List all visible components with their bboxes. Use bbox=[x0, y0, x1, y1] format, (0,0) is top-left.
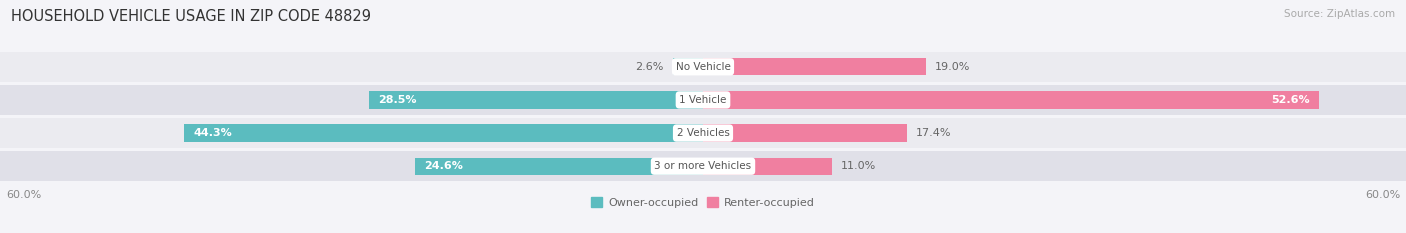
Bar bbox=[703, 91, 1319, 109]
Text: 1 Vehicle: 1 Vehicle bbox=[679, 95, 727, 105]
Bar bbox=[672, 58, 703, 75]
Bar bbox=[415, 158, 703, 175]
Bar bbox=[368, 91, 703, 109]
Text: 3 or more Vehicles: 3 or more Vehicles bbox=[654, 161, 752, 171]
Text: 60.0%: 60.0% bbox=[1365, 190, 1400, 200]
Text: 2 Vehicles: 2 Vehicles bbox=[676, 128, 730, 138]
Bar bbox=[0, 151, 1406, 181]
Bar bbox=[703, 158, 832, 175]
Bar bbox=[184, 124, 703, 142]
Bar bbox=[0, 52, 1406, 82]
Bar bbox=[703, 58, 925, 75]
Text: 28.5%: 28.5% bbox=[378, 95, 418, 105]
Text: 24.6%: 24.6% bbox=[425, 161, 463, 171]
Bar bbox=[0, 118, 1406, 148]
Text: 2.6%: 2.6% bbox=[634, 62, 664, 72]
Text: Source: ZipAtlas.com: Source: ZipAtlas.com bbox=[1284, 9, 1395, 19]
Text: 17.4%: 17.4% bbox=[917, 128, 952, 138]
Text: No Vehicle: No Vehicle bbox=[675, 62, 731, 72]
Text: 11.0%: 11.0% bbox=[841, 161, 876, 171]
Bar bbox=[0, 85, 1406, 115]
Text: 44.3%: 44.3% bbox=[194, 128, 232, 138]
Text: 60.0%: 60.0% bbox=[6, 190, 41, 200]
Legend: Owner-occupied, Renter-occupied: Owner-occupied, Renter-occupied bbox=[586, 193, 820, 212]
Bar bbox=[703, 124, 907, 142]
Text: HOUSEHOLD VEHICLE USAGE IN ZIP CODE 48829: HOUSEHOLD VEHICLE USAGE IN ZIP CODE 4882… bbox=[11, 9, 371, 24]
Text: 52.6%: 52.6% bbox=[1271, 95, 1310, 105]
Text: 19.0%: 19.0% bbox=[935, 62, 970, 72]
